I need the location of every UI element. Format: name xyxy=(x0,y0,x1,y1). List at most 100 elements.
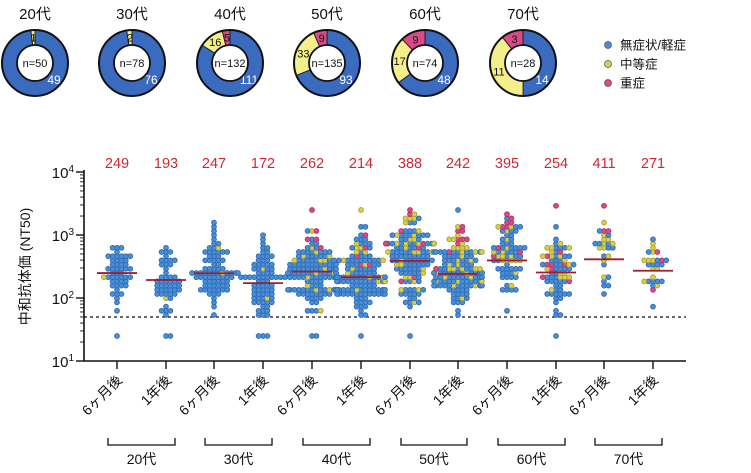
group-bracket-40代: 40代 xyxy=(302,438,371,467)
data-point-severe xyxy=(601,202,607,209)
group-bracket-30代: 30代 xyxy=(204,438,273,467)
data-point-mild xyxy=(163,303,169,310)
donut-slice-label: 76 xyxy=(144,73,158,87)
donut-70代: 70代 14 11 3 n=28 xyxy=(489,6,557,97)
donut-n-label: n=74 xyxy=(413,58,438,70)
median-label: 247 xyxy=(202,156,226,172)
data-point-mild xyxy=(601,291,607,297)
donut-slice-label: 14 xyxy=(535,73,549,87)
data-point-mild xyxy=(349,253,356,260)
donut-slice-label: 5 xyxy=(224,33,230,45)
data-point-mild xyxy=(202,265,209,272)
data-point-mild xyxy=(349,244,356,251)
data-point-mild xyxy=(287,261,293,268)
data-point-moderate xyxy=(539,253,546,260)
data-point-moderate xyxy=(402,215,409,222)
data-point-mild xyxy=(163,244,169,251)
group-bracket xyxy=(497,438,566,446)
data-point-severe xyxy=(309,207,315,213)
data-point-mild xyxy=(570,261,577,268)
median-label: 388 xyxy=(398,156,422,172)
x-tick-label: 6ヶ月後 xyxy=(469,372,516,419)
data-point-mild xyxy=(167,307,174,314)
data-point-mild xyxy=(424,232,431,239)
data-point-mild xyxy=(202,257,209,264)
data-point-moderate xyxy=(477,265,483,272)
data-point-severe xyxy=(317,244,324,251)
data-point-severe xyxy=(362,232,369,239)
category-9: 254 1年後 xyxy=(527,156,577,409)
donut-n-label: n=135 xyxy=(312,58,343,70)
data-point-moderate xyxy=(450,244,457,251)
data-point-mild xyxy=(264,244,271,251)
data-point-mild xyxy=(429,257,435,264)
data-point-moderate xyxy=(601,219,607,226)
donut-title: 40代 xyxy=(214,6,246,23)
data-point-mild xyxy=(517,223,524,230)
data-point-mild xyxy=(285,286,291,293)
data-point-mild xyxy=(219,265,226,272)
donut-n-label: n=50 xyxy=(23,58,48,70)
data-point-mild xyxy=(544,291,551,297)
donut-slice-label: 111 xyxy=(240,73,259,87)
data-point-mild xyxy=(260,232,266,239)
donut-slice-label: 9 xyxy=(319,33,325,45)
data-point-mild xyxy=(490,244,497,251)
data-point-mild xyxy=(158,257,165,264)
donut-slice-label: 11 xyxy=(493,66,504,78)
data-point-mild xyxy=(127,265,134,272)
data-point-severe xyxy=(508,215,515,222)
x-tick-label: 1年後 xyxy=(332,372,369,409)
donut-20代: 20代 49 1 n=50 xyxy=(1,6,69,97)
group-label: 60代 xyxy=(517,451,547,467)
data-point-mild xyxy=(127,253,134,260)
data-point-mild xyxy=(268,261,275,268)
category-5: 214 1年後 xyxy=(332,156,388,409)
data-point-mild xyxy=(517,265,524,272)
data-point-mild xyxy=(114,307,120,314)
data-point-mild xyxy=(331,257,337,264)
category-3: 172 1年後 xyxy=(234,156,288,408)
data-point-mild xyxy=(211,312,217,318)
median-label: 193 xyxy=(154,156,178,172)
data-point-mild xyxy=(539,261,546,268)
x-tick-label: 1年後 xyxy=(527,372,564,409)
data-point-mild xyxy=(402,299,409,306)
legend-item-mild: 無症状/軽症 xyxy=(604,38,686,53)
data-point-severe xyxy=(433,265,439,272)
data-point-moderate xyxy=(431,240,437,247)
data-point-mild xyxy=(171,274,178,281)
data-point-mild xyxy=(433,249,439,255)
data-point-mild xyxy=(109,291,116,297)
data-point-severe xyxy=(407,207,413,213)
data-point-moderate xyxy=(358,207,364,213)
x-tick-label: 6ヶ月後 xyxy=(372,372,419,419)
median-label: 254 xyxy=(544,156,568,172)
data-point-mild xyxy=(224,249,231,255)
data-point-moderate xyxy=(100,274,107,281)
median-label: 249 xyxy=(105,156,129,172)
data-point-mild xyxy=(495,265,502,272)
data-point-moderate xyxy=(385,249,391,255)
data-point-mild xyxy=(658,278,665,285)
data-point-moderate xyxy=(641,278,648,285)
donut-outline xyxy=(489,29,557,97)
data-point-moderate xyxy=(380,257,386,264)
data-point-mild xyxy=(264,333,271,339)
legend-label: 無症状/軽症 xyxy=(620,38,686,53)
data-point-severe xyxy=(504,211,510,218)
donut-title: 30代 xyxy=(116,6,148,23)
data-point-moderate xyxy=(411,211,418,218)
group-bracket xyxy=(204,438,273,446)
data-point-mild xyxy=(553,333,559,339)
donut-title: 50代 xyxy=(311,6,343,23)
legend-item-moderate: 中等症 xyxy=(604,57,658,72)
data-point-mild xyxy=(255,307,262,314)
data-point-mild xyxy=(455,307,461,314)
data-point-mild xyxy=(650,236,656,243)
data-point-severe xyxy=(654,249,661,255)
donut-hole xyxy=(16,44,54,82)
